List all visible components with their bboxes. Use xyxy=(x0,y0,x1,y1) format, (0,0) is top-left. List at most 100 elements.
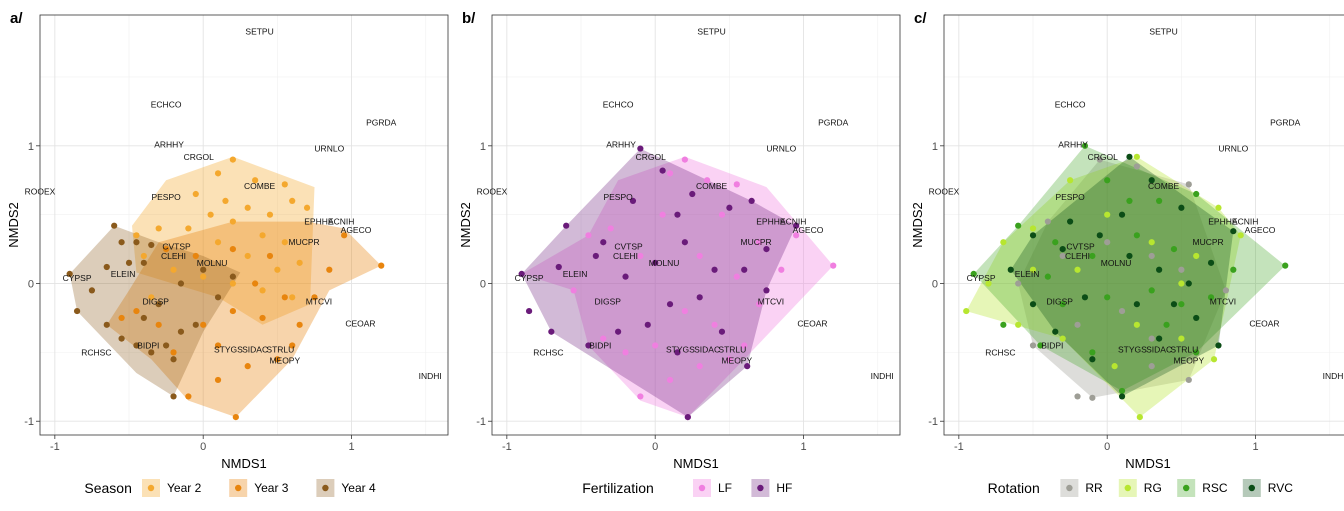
species-label: MTCVI xyxy=(1210,296,1236,306)
data-point xyxy=(1029,232,1037,239)
plot-border xyxy=(39,14,449,436)
points-year-4 xyxy=(66,222,236,400)
data-point xyxy=(1044,273,1051,280)
species-label: CRGOL xyxy=(1088,152,1119,162)
data-point xyxy=(1178,204,1185,211)
species-label: EPHHE xyxy=(756,217,786,227)
species-label: STYGS xyxy=(1118,345,1147,355)
species-label: MEOPY xyxy=(269,356,300,366)
data-point xyxy=(266,211,274,218)
data-point xyxy=(1029,342,1037,349)
data-point xyxy=(659,167,666,174)
data-point xyxy=(600,335,607,342)
data-point xyxy=(1059,252,1066,260)
hull-rsc xyxy=(973,145,1286,391)
legend-item-year-4: Year 4 xyxy=(316,479,376,497)
data-point xyxy=(1133,163,1140,170)
data-point xyxy=(214,342,222,349)
legend-item-rvc: RVC xyxy=(1242,479,1293,497)
data-point xyxy=(274,356,281,363)
data-point xyxy=(1118,307,1126,315)
data-point xyxy=(1118,387,1126,395)
species-label: ACNIH xyxy=(328,217,354,227)
legend-item-rr: RR xyxy=(1060,479,1103,497)
legend-key-point xyxy=(322,484,329,492)
species-label: CVTSP xyxy=(1066,241,1095,251)
data-point xyxy=(570,287,577,294)
data-point xyxy=(741,342,748,349)
data-point xyxy=(696,252,703,260)
species-label: INDHI xyxy=(871,371,894,381)
species-label: COMBE xyxy=(696,181,728,191)
legend-key-point xyxy=(1066,484,1073,492)
species-label: CLEHI xyxy=(1065,251,1090,261)
species-label: MUCPR xyxy=(1193,237,1224,247)
points-year-2 xyxy=(133,156,311,301)
species-label: BIDPI xyxy=(589,340,611,350)
y-tick-label: 1 xyxy=(480,141,486,153)
data-point xyxy=(652,259,659,266)
data-point xyxy=(674,349,681,356)
data-point xyxy=(192,252,199,260)
data-point xyxy=(289,342,296,349)
data-point xyxy=(296,321,303,328)
species-label: ARHHY xyxy=(1058,139,1088,149)
x-tick-label: 1 xyxy=(349,441,355,453)
data-point xyxy=(681,156,688,163)
species-label: MOLNU xyxy=(649,258,680,268)
species-label: ARHHY xyxy=(606,139,636,149)
data-point xyxy=(763,245,770,253)
data-point xyxy=(666,376,674,384)
data-point xyxy=(744,363,751,370)
species-label: INDHI xyxy=(419,371,442,381)
data-point xyxy=(1104,294,1111,301)
data-point xyxy=(155,301,162,308)
species-label: MTCVI xyxy=(758,296,784,306)
y-tick-label: -1 xyxy=(928,416,938,428)
data-point xyxy=(726,356,733,363)
plot-background xyxy=(944,15,1344,435)
data-point xyxy=(1074,266,1081,273)
panel-label: c/ xyxy=(914,10,927,27)
species-label: PESPO xyxy=(603,192,633,202)
data-point xyxy=(1000,321,1007,328)
data-point xyxy=(244,204,251,211)
data-point xyxy=(140,314,147,322)
data-point xyxy=(1044,218,1051,225)
legend-label: RSC xyxy=(1202,481,1228,495)
x-tick-label: -1 xyxy=(502,441,512,453)
data-point xyxy=(1136,413,1143,421)
hull-rvc xyxy=(1010,156,1234,397)
data-point xyxy=(1282,262,1289,269)
data-point xyxy=(733,181,740,188)
data-point xyxy=(1133,321,1140,328)
data-point xyxy=(733,273,740,280)
data-point xyxy=(585,342,592,349)
y-tick-label: -1 xyxy=(476,416,486,428)
legend-label: RG xyxy=(1144,481,1162,495)
data-point xyxy=(1133,153,1140,160)
data-point xyxy=(629,197,637,205)
data-point xyxy=(1148,177,1155,184)
data-point xyxy=(341,232,348,239)
data-point xyxy=(229,280,236,287)
plot-background xyxy=(492,15,900,435)
legend-item-rsc: RSC xyxy=(1177,479,1228,497)
data-point xyxy=(1059,335,1066,342)
species-label: ELEIN xyxy=(1015,269,1040,279)
x-axis-title: NMDS1 xyxy=(1125,456,1171,471)
legend-label: LF xyxy=(718,481,732,495)
species-label: CRGOL xyxy=(636,152,667,162)
species-label: ACNIH xyxy=(1232,217,1258,227)
species-label: STRLU xyxy=(1170,345,1198,355)
data-point xyxy=(963,307,970,315)
data-point xyxy=(170,349,177,356)
data-point xyxy=(674,211,681,218)
points-year-3 xyxy=(118,232,385,421)
data-point xyxy=(155,225,162,232)
data-point xyxy=(1015,222,1022,229)
